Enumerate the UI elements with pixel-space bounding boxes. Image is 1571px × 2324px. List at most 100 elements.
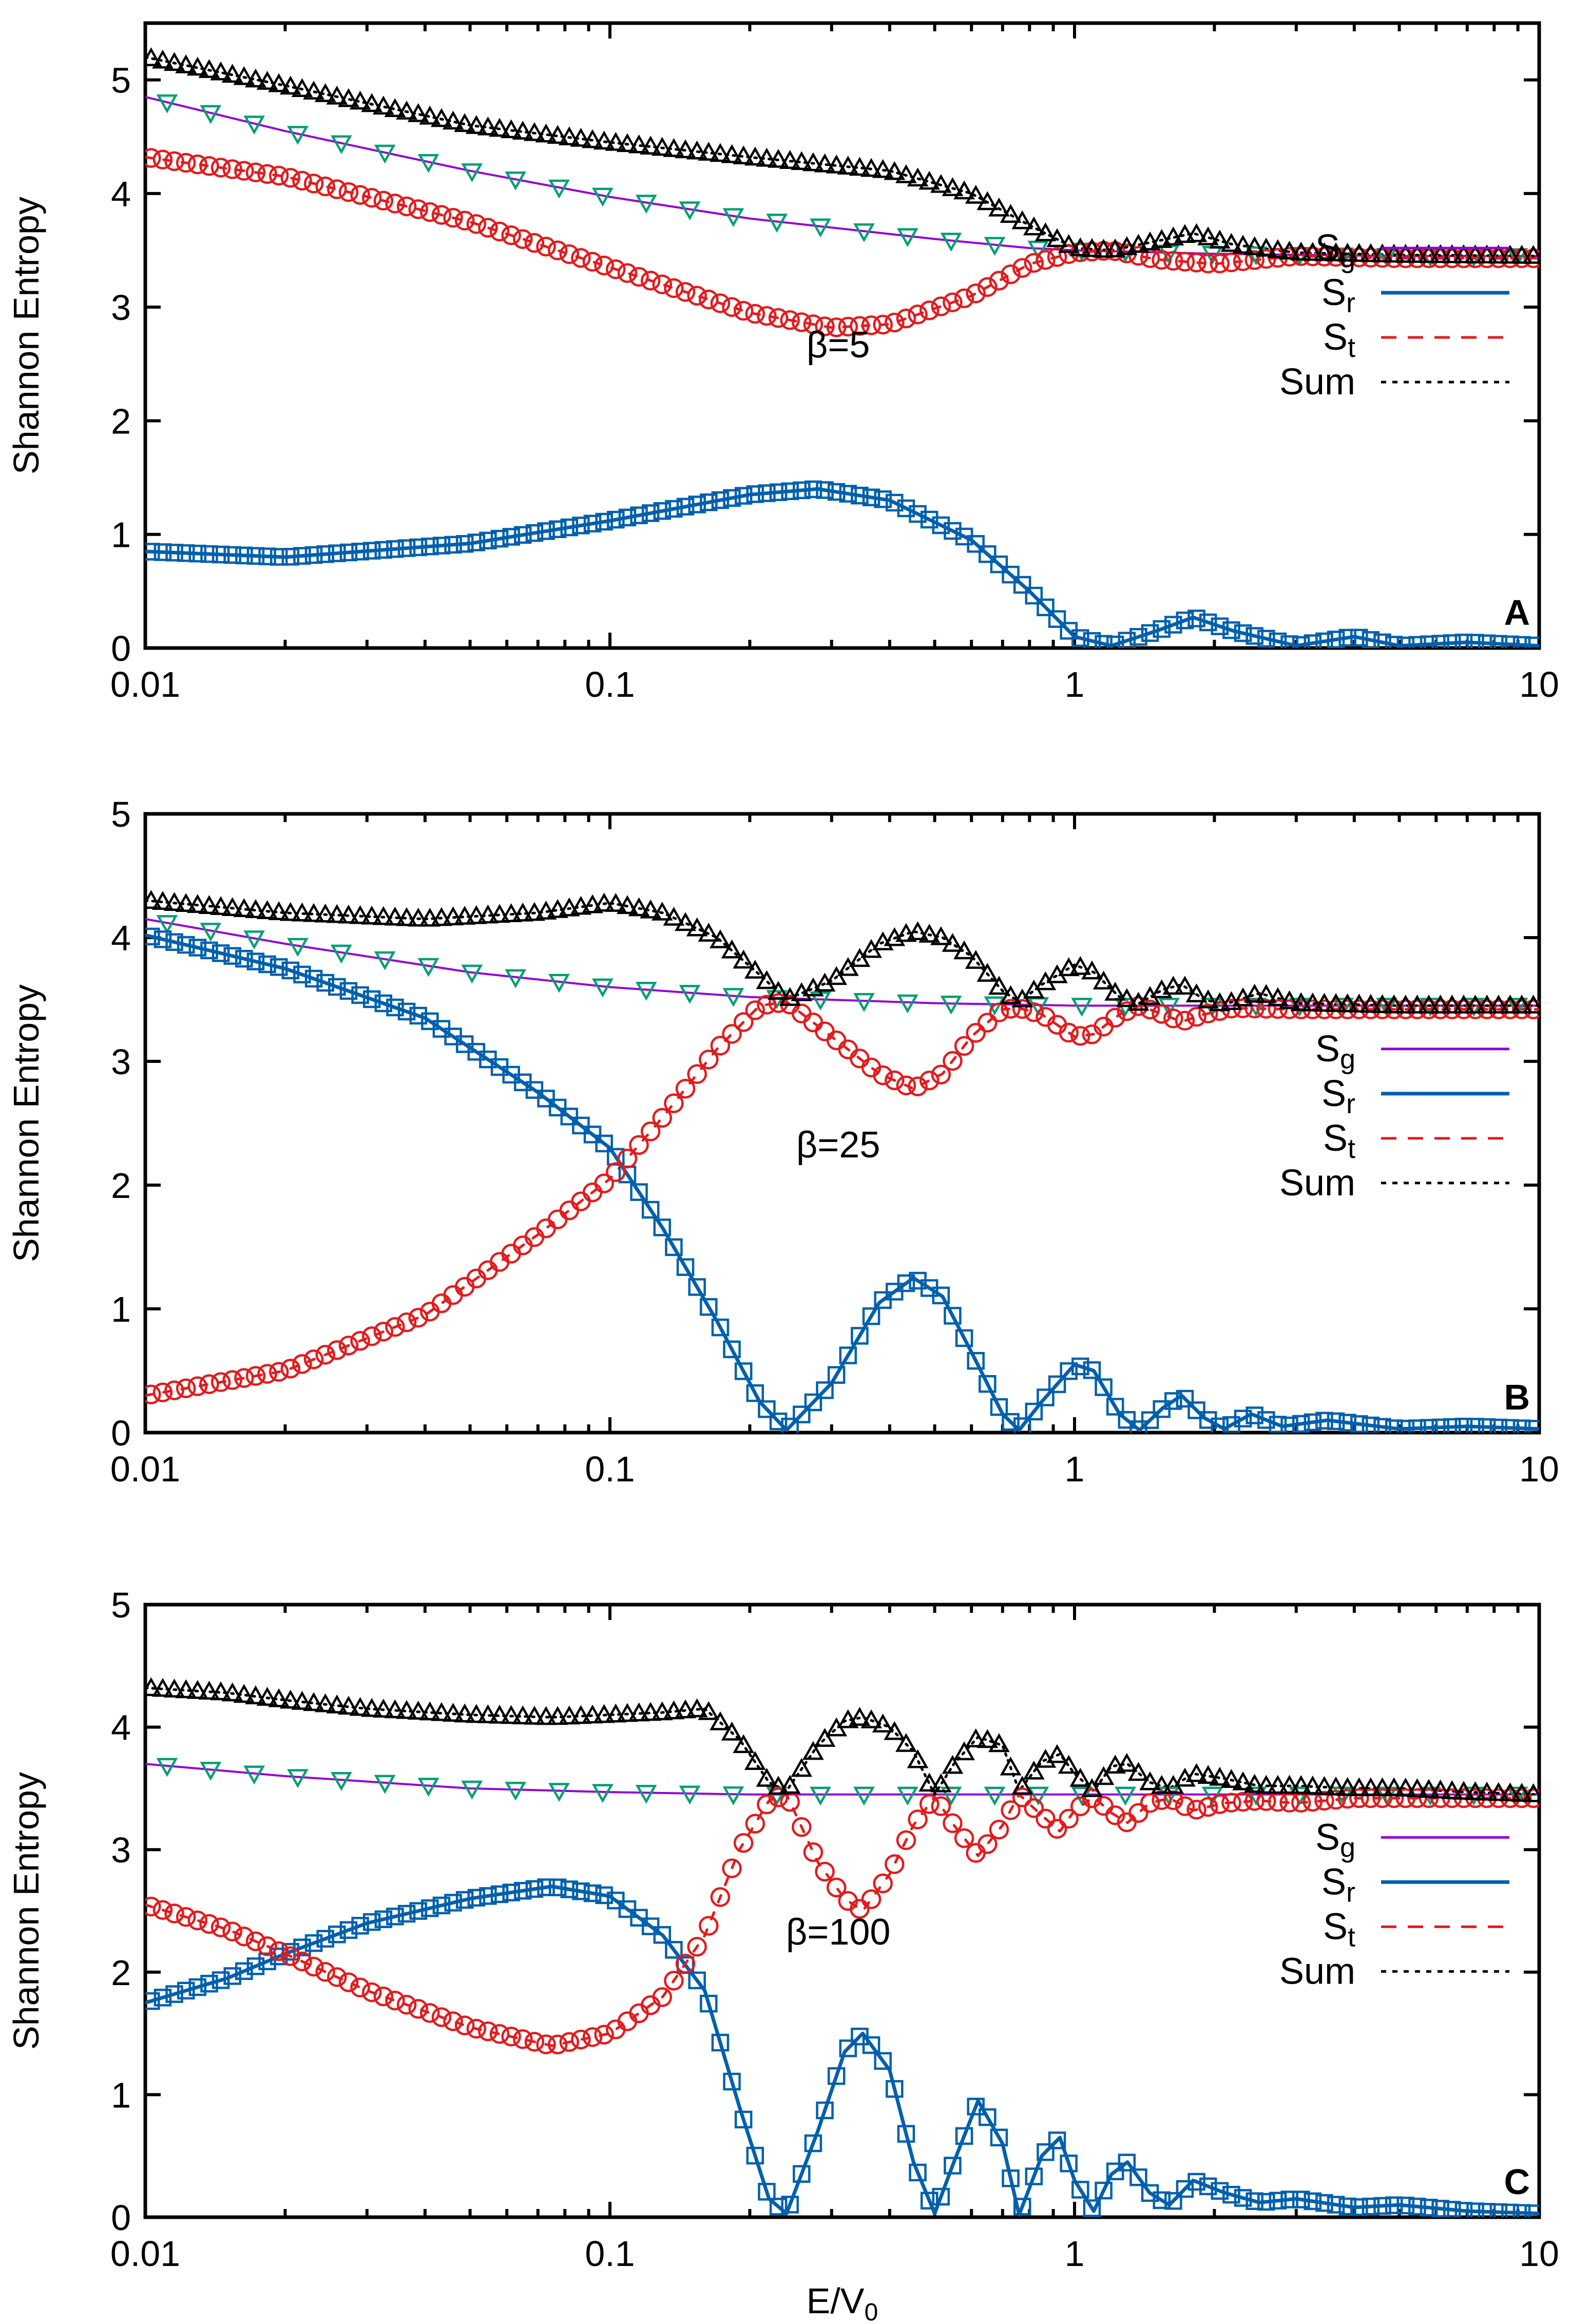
sum-marker bbox=[1151, 1775, 1173, 1794]
st-marker bbox=[838, 316, 858, 337]
sr-marker bbox=[386, 998, 404, 1017]
x-tick-label: 0.1 bbox=[585, 664, 635, 704]
sg-marker bbox=[896, 228, 918, 247]
sum-marker bbox=[849, 948, 871, 967]
sum-marker bbox=[268, 901, 290, 920]
sum-marker bbox=[1499, 244, 1521, 264]
sr-marker bbox=[734, 1362, 753, 1380]
sum-marker bbox=[1023, 1760, 1045, 1780]
legend-label-main: S bbox=[1321, 272, 1346, 313]
sr-marker bbox=[1408, 2198, 1426, 2216]
sum-marker bbox=[942, 932, 964, 952]
sr-marker bbox=[897, 1274, 915, 1292]
sum-marker bbox=[1046, 1744, 1068, 1763]
sr-marker bbox=[1037, 598, 1055, 617]
sum-marker bbox=[663, 138, 685, 157]
sum-marker bbox=[1278, 990, 1300, 1009]
sum-marker bbox=[419, 907, 441, 927]
sr-marker bbox=[1211, 1417, 1229, 1433]
sum-marker bbox=[1185, 983, 1208, 1003]
sum-marker bbox=[233, 66, 255, 85]
legend-label-sub: t bbox=[1348, 1921, 1355, 1952]
sr-marker bbox=[1037, 2143, 1055, 2161]
sum-marker bbox=[1093, 1766, 1115, 1785]
sum-marker bbox=[338, 1696, 359, 1715]
sum-marker bbox=[953, 940, 975, 960]
st-marker bbox=[989, 1002, 1009, 1023]
sr-marker bbox=[1396, 2196, 1415, 2215]
sr-marker bbox=[804, 1393, 822, 1412]
st-marker bbox=[943, 292, 963, 313]
sg-marker bbox=[374, 951, 396, 970]
sum-marker bbox=[686, 140, 708, 160]
sr-marker bbox=[734, 487, 753, 505]
sg-marker bbox=[853, 223, 875, 242]
sum-marker bbox=[326, 1694, 348, 1713]
sg-marker bbox=[984, 996, 1006, 1016]
y-tick-label: 5 bbox=[111, 794, 131, 834]
sr-marker bbox=[1048, 610, 1066, 628]
sg-marker bbox=[853, 1786, 875, 1806]
sr-marker bbox=[177, 1982, 195, 1999]
sr-marker bbox=[409, 1902, 427, 1920]
st-marker bbox=[408, 1308, 428, 1328]
sr-marker bbox=[1129, 1420, 1147, 1433]
st-marker bbox=[373, 191, 394, 211]
sum-marker bbox=[593, 892, 615, 912]
sr-marker bbox=[1199, 2177, 1217, 2196]
st-marker bbox=[885, 1854, 905, 1874]
sr-marker bbox=[328, 1926, 346, 1944]
st-marker bbox=[780, 310, 800, 330]
sum-marker bbox=[198, 895, 220, 914]
sg-marker bbox=[635, 1785, 657, 1804]
sr-marker bbox=[293, 965, 311, 984]
sum-marker bbox=[1301, 242, 1324, 261]
st-marker bbox=[1210, 253, 1230, 274]
st-marker bbox=[931, 1796, 951, 1816]
sg-marker bbox=[766, 214, 788, 233]
st-marker bbox=[303, 174, 324, 194]
sr-marker bbox=[1373, 2197, 1391, 2215]
st-marker bbox=[536, 1218, 556, 1239]
sum-marker bbox=[1522, 1783, 1539, 1802]
st-marker bbox=[443, 207, 463, 228]
sr-marker bbox=[304, 1934, 323, 1952]
sum-marker bbox=[1418, 244, 1440, 263]
sum-marker bbox=[1093, 970, 1115, 990]
st-marker bbox=[454, 211, 475, 231]
st-marker bbox=[222, 1921, 242, 1941]
sr-marker bbox=[979, 545, 997, 563]
sr-marker bbox=[967, 535, 985, 553]
legend-label-main: S bbox=[1315, 1817, 1340, 1858]
sr-marker bbox=[444, 1894, 462, 1912]
sr-marker bbox=[1501, 2203, 1519, 2217]
sum-marker bbox=[210, 1681, 232, 1701]
sum-marker bbox=[1371, 994, 1393, 1014]
sum-marker bbox=[1464, 1781, 1486, 1800]
sum-marker bbox=[872, 159, 894, 178]
st-marker bbox=[1453, 999, 1474, 1020]
sg-marker bbox=[374, 1775, 396, 1794]
sg-marker bbox=[1027, 1786, 1049, 1806]
st-marker bbox=[954, 1828, 974, 1849]
st-marker bbox=[745, 303, 765, 324]
sum-marker bbox=[175, 54, 197, 73]
sum-marker bbox=[349, 905, 371, 924]
sum-marker bbox=[489, 1704, 510, 1724]
sr-marker bbox=[455, 535, 474, 553]
sr-marker bbox=[897, 499, 915, 518]
sum-marker bbox=[361, 1698, 383, 1717]
st-marker bbox=[896, 1830, 916, 1851]
sr-marker bbox=[1512, 1419, 1531, 1433]
sum-marker bbox=[1499, 994, 1521, 1014]
st-marker bbox=[606, 1162, 626, 1182]
st-marker bbox=[1175, 1796, 1195, 1816]
sum-marker bbox=[1058, 1755, 1080, 1774]
sum-marker bbox=[721, 1721, 743, 1741]
sr-marker bbox=[479, 531, 497, 550]
st-marker bbox=[1175, 252, 1195, 272]
sr-marker bbox=[432, 537, 451, 555]
st-marker bbox=[908, 304, 928, 325]
sum-marker bbox=[1418, 1779, 1440, 1798]
sum-marker bbox=[210, 61, 232, 81]
